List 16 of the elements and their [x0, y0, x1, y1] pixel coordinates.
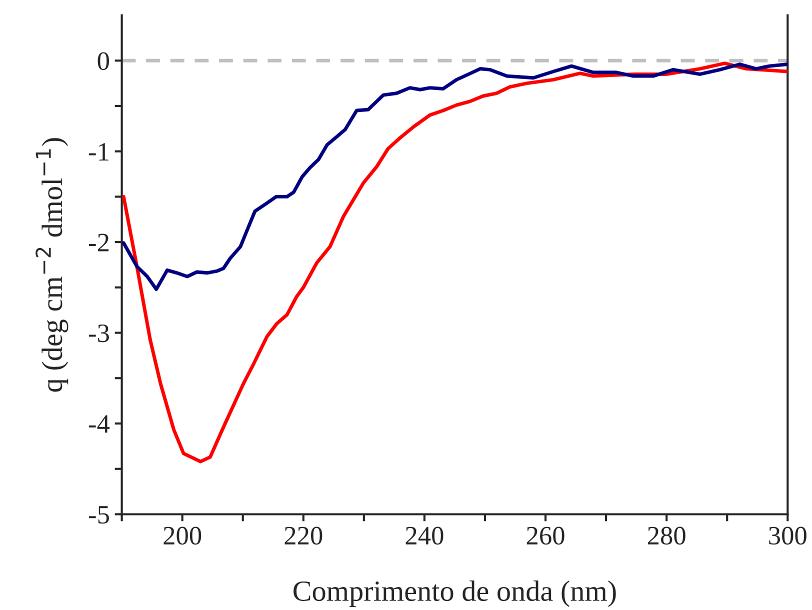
y-tick-label: -4 [88, 415, 110, 433]
x-tick-label: 300 [769, 526, 806, 545]
x-tick-label: 200 [164, 526, 202, 545]
line-series [122, 62, 788, 464]
x-tick-label: 220 [284, 526, 322, 545]
y-axis-title: q (deg cm$^{−2}$ dmol$^{−1}$) [36, 138, 68, 392]
x-tick-label: 240 [406, 526, 444, 545]
line-series [122, 62, 788, 291]
x-axis-title: Comprimento de onda (nm) [294, 580, 616, 607]
y-tick-label: -1 [88, 143, 108, 160]
x-tick-label: 260 [526, 526, 564, 545]
y-tick-label: -2 [88, 234, 109, 252]
y-tick-label: -3 [88, 324, 109, 342]
y-tick-label: 0 [98, 52, 109, 70]
y-tick-label: -5 [88, 506, 109, 524]
x-tick-label: 280 [648, 526, 686, 545]
